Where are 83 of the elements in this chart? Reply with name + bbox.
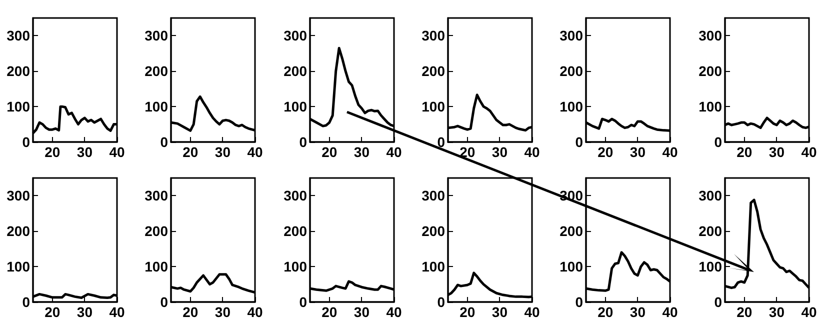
y-tick-label: 300 [6,188,30,204]
y-tick-label: 200 [560,63,584,80]
y-tick-label: 300 [6,28,30,44]
x-tick-label: 30 [353,304,370,320]
x-tick-label: 30 [215,304,231,320]
x-tick-label: 30 [215,144,231,160]
y-tick-label: 300 [698,28,722,44]
x-tick-label: 40 [800,144,816,160]
x-tick-label: 40 [248,144,264,160]
y-tick-label: 300 [144,188,169,204]
y-tick-label: 200 [6,223,30,240]
y-tick-label: 100 [698,258,722,275]
x-tick-label: 40 [524,144,540,160]
y-tick-label: 100 [560,98,584,115]
x-tick-label: 40 [662,304,678,320]
y-tick-label: 100 [6,98,30,115]
y-tick-label: 0 [160,134,168,150]
x-tick-label: 20 [182,144,199,160]
x-tick-label: 30 [768,304,784,320]
x-tick-label: 20 [44,304,60,320]
y-tick-label: 0 [437,134,446,150]
y-tick-label: 100 [422,98,446,115]
y-tick-label: 200 [560,223,584,240]
x-tick-label: 20 [736,304,752,320]
x-tick-label: 40 [386,144,402,160]
y-tick-label: 0 [437,294,446,310]
x-tick-label: 40 [662,144,678,160]
x-tick-label: 40 [800,304,816,320]
x-tick-label: 30 [630,144,646,160]
y-tick-label: 300 [283,188,307,204]
y-tick-label: 200 [144,63,169,80]
y-tick-label: 200 [283,223,307,240]
y-tick-label: 0 [575,294,584,310]
y-tick-label: 300 [422,188,446,204]
x-tick-label: 20 [44,144,60,160]
x-tick-label: 30 [492,304,508,320]
y-tick-label: 100 [698,98,722,115]
x-tick-label: 30 [492,144,508,160]
y-tick-label: 0 [22,134,30,150]
x-tick-label: 30 [768,144,784,160]
y-tick-label: 200 [6,63,30,80]
y-tick-label: 100 [283,258,307,275]
y-tick-label: 300 [283,28,307,44]
x-tick-label: 20 [182,304,199,320]
x-tick-label: 30 [76,144,93,160]
x-tick-label: 30 [353,144,370,160]
y-tick-label: 0 [714,134,722,150]
x-tick-label: 40 [248,304,264,320]
y-tick-label: 300 [144,28,169,44]
y-tick-label: 100 [422,258,446,275]
y-tick-label: 300 [422,28,446,44]
x-tick-label: 20 [736,144,752,160]
x-tick-label: 20 [321,304,337,320]
y-tick-label: 0 [575,134,584,150]
x-tick-label: 20 [459,144,476,160]
x-tick-label: 30 [76,304,93,320]
y-tick-label: 0 [22,294,30,310]
x-tick-label: 40 [386,304,402,320]
y-tick-label: 200 [698,63,722,80]
y-tick-label: 200 [422,63,446,80]
x-tick-label: 40 [109,304,125,320]
y-tick-label: 200 [144,223,169,240]
y-tick-label: 200 [422,223,446,240]
y-tick-label: 0 [298,294,307,310]
y-tick-label: 300 [698,188,722,204]
y-tick-label: 100 [6,258,30,275]
y-tick-label: 300 [560,28,584,44]
x-tick-label: 20 [598,144,614,160]
x-tick-label: 20 [598,304,614,320]
y-tick-label: 200 [698,223,722,240]
x-tick-label: 20 [459,304,476,320]
y-tick-label: 100 [144,98,169,115]
y-tick-label: 0 [160,294,168,310]
x-tick-label: 20 [321,144,337,160]
y-tick-label: 200 [283,63,307,80]
y-tick-label: 0 [298,134,307,150]
x-tick-label: 40 [524,304,540,320]
x-tick-label: 40 [109,144,125,160]
y-tick-label: 0 [714,294,722,310]
x-tick-label: 30 [630,304,646,320]
y-tick-label: 100 [560,258,584,275]
y-tick-label: 100 [144,258,169,275]
y-tick-label: 100 [283,98,307,115]
